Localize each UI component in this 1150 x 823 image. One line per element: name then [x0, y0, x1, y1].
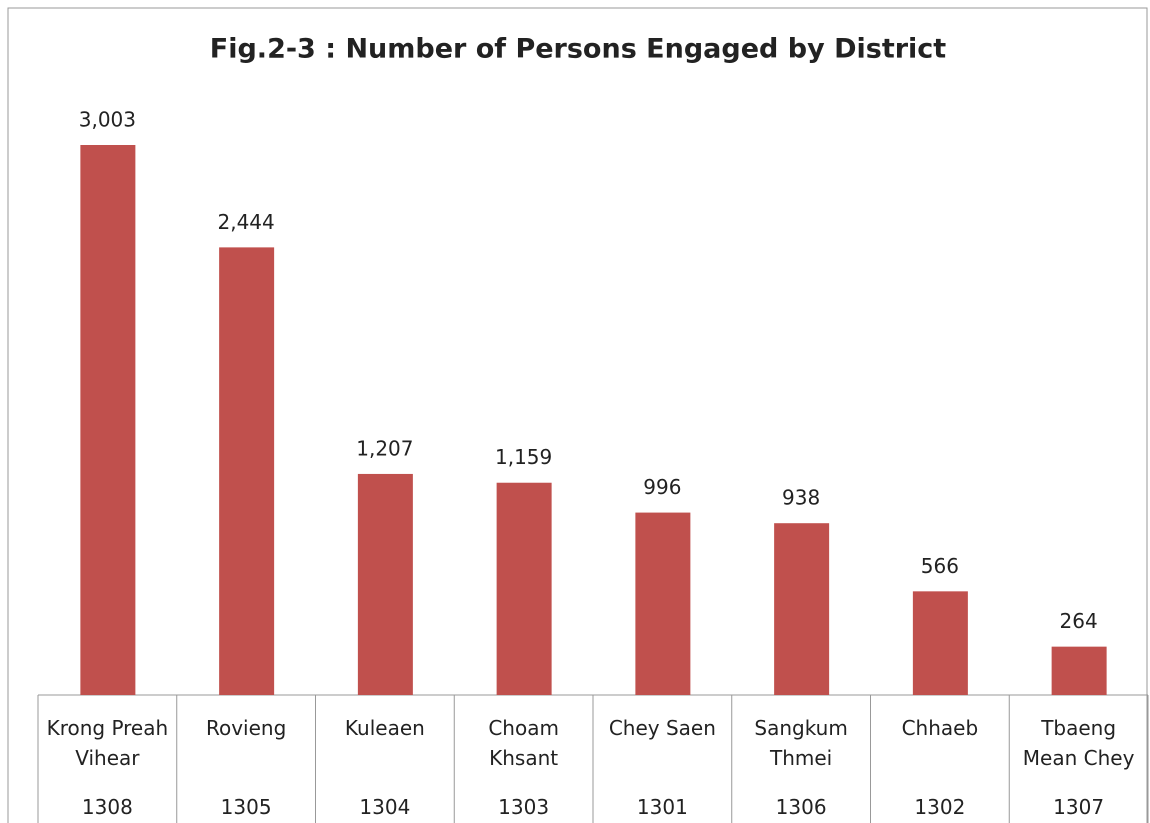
bar: [357, 473, 413, 695]
chart-frame: [7, 7, 1148, 823]
category-label: Tbaeng Mean Chey: [1022, 716, 1135, 770]
bar: [774, 523, 830, 695]
district-code: 1302: [914, 795, 966, 819]
bar: [1051, 646, 1107, 695]
data-label: 1,207: [356, 436, 413, 460]
bar: [219, 247, 275, 695]
data-label: 1,159: [495, 445, 552, 469]
chart-title: Fig.2-3 : Number of Persons Engaged by D…: [210, 34, 947, 65]
category-label: Choam Khsant: [488, 716, 559, 770]
district-code: 1308: [81, 795, 133, 819]
category-label: Kuleaen: [344, 716, 425, 740]
data-label: 264: [1060, 609, 1098, 633]
data-label: 3,003: [79, 108, 136, 132]
district-code: 1304: [359, 795, 411, 819]
data-label: 2,444: [217, 210, 274, 234]
district-code: 1303: [498, 795, 550, 819]
bar: [80, 145, 136, 695]
district-code: 1301: [636, 795, 688, 819]
category-label: Chhaeb: [901, 716, 979, 740]
category-label: Chey Saen: [608, 716, 716, 740]
data-label: 938: [782, 486, 820, 510]
bar: [912, 591, 968, 695]
category-label: Rovieng: [205, 716, 287, 740]
data-label: 996: [643, 475, 681, 499]
district-code: 1306: [775, 795, 827, 819]
bar: [496, 482, 552, 695]
bar: [635, 512, 691, 695]
category-label: Sangkum Thmei: [754, 716, 848, 770]
data-label: 566: [921, 554, 959, 578]
district-code: 1305: [220, 795, 272, 819]
category-label: Krong Preah Vihear: [46, 716, 169, 770]
district-code: 1307: [1053, 795, 1105, 819]
